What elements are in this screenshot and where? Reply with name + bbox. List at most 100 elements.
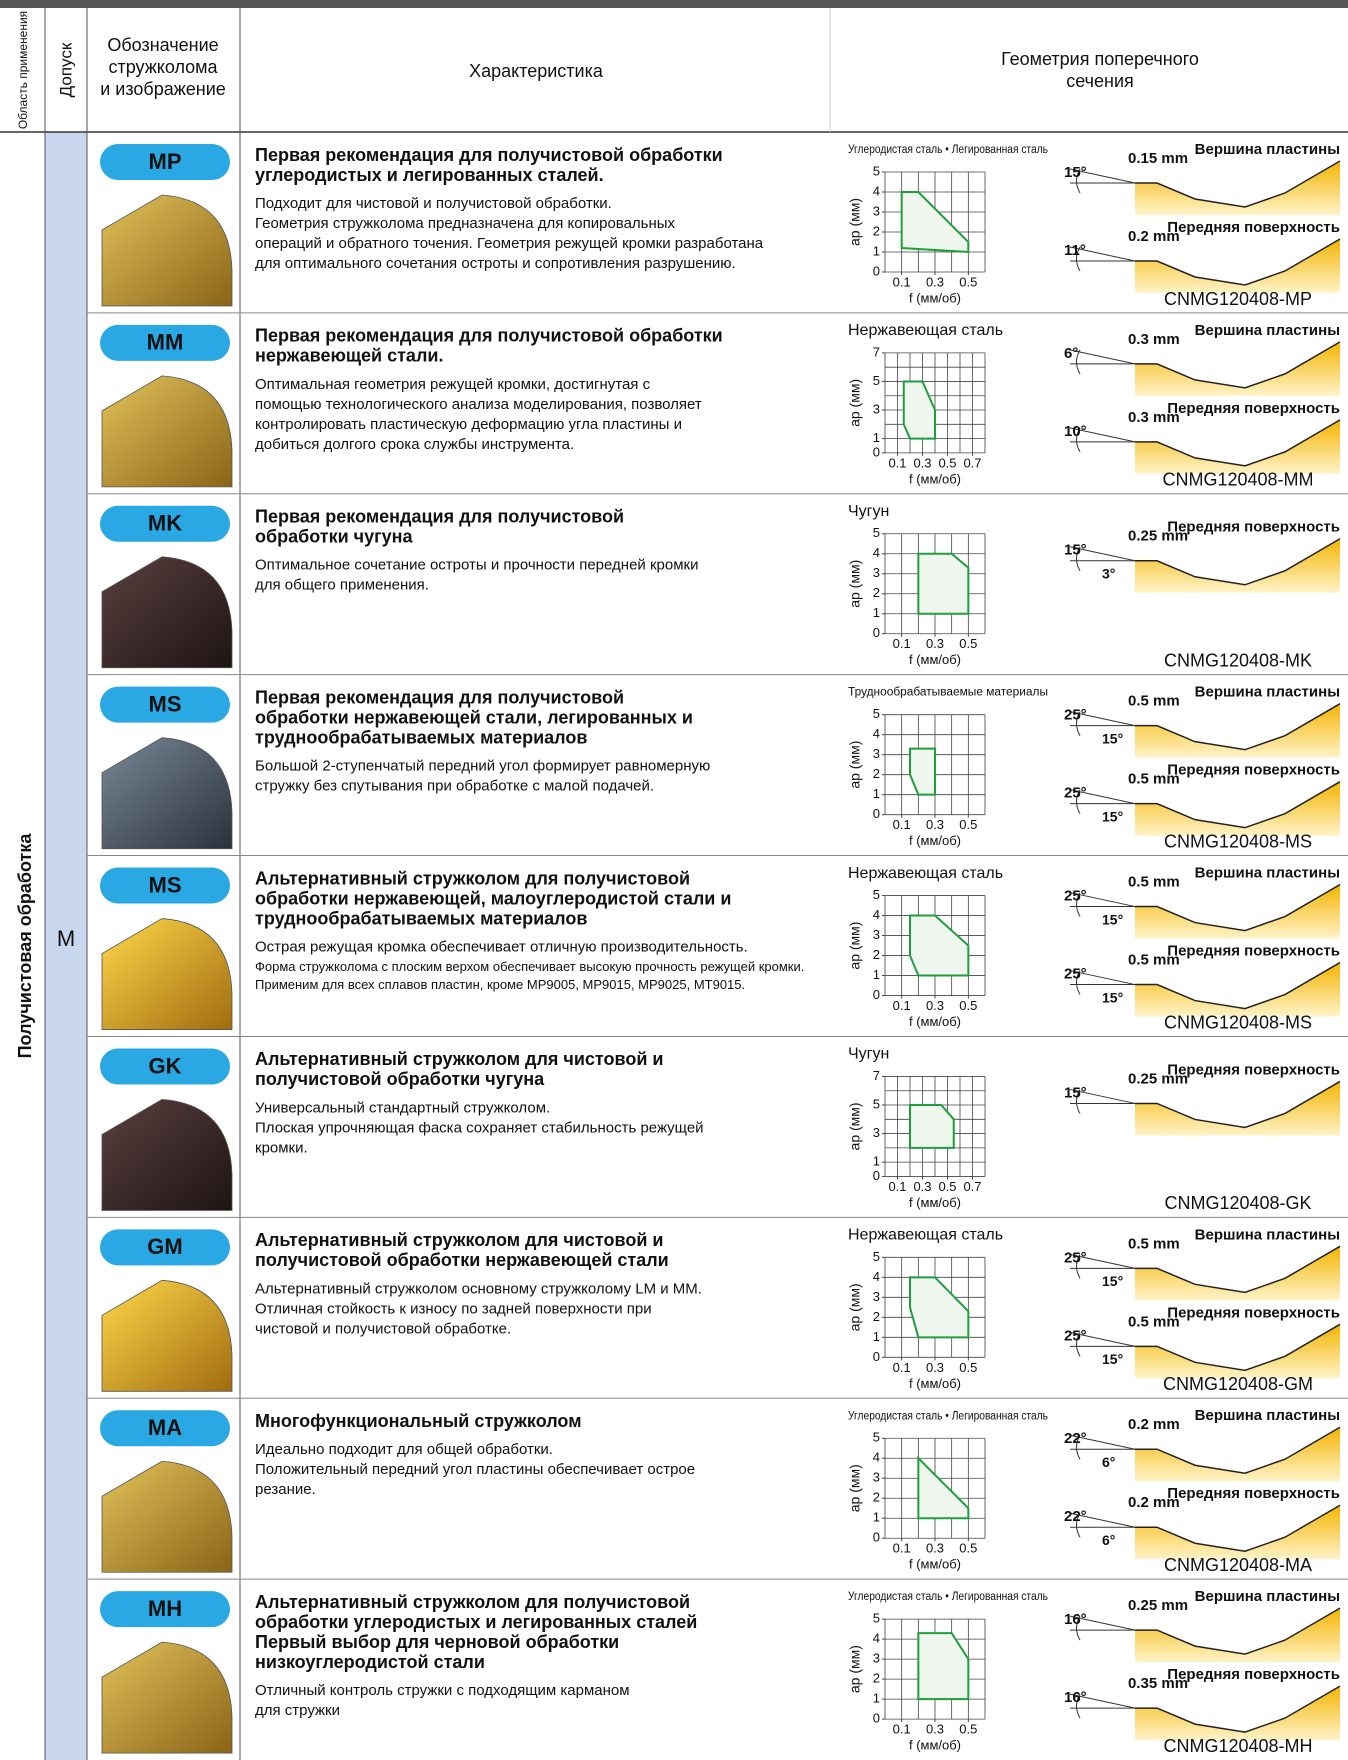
y-tick-label: 2 — [873, 947, 880, 962]
profile — [1135, 1608, 1340, 1663]
insert-image — [101, 1460, 233, 1573]
x-tick-label: 0.3 — [926, 274, 944, 289]
row-title: низкоуглеродистой стали — [255, 1652, 485, 1672]
part-number: CNMG120408-MA — [1164, 1555, 1312, 1575]
code-pill — [100, 686, 230, 723]
land-label: 0.2 mm — [1128, 228, 1180, 245]
chart-material: Углеродистая сталь • Легированная сталь — [848, 1591, 1048, 1603]
section-title: Вершина пластины — [1195, 1226, 1340, 1243]
y-axis-label: ap (мм) — [847, 560, 863, 608]
profile — [1135, 781, 1340, 836]
code-pill — [100, 144, 230, 180]
y-tick-label: 0 — [873, 1349, 880, 1364]
angle2-label: 6° — [1102, 1454, 1115, 1470]
chart-material: Углеродистая сталь • Легированная сталь — [848, 1410, 1048, 1422]
y-axis-label: ap (мм) — [847, 741, 863, 789]
y-tick-label: 7 — [873, 1068, 880, 1083]
angle-arc — [1076, 970, 1081, 995]
section-title: Вершина пластины — [1195, 684, 1340, 701]
land-label: 0.25 mm — [1128, 528, 1188, 545]
section-title: Передняя поверхность — [1167, 1061, 1340, 1078]
profile-edge — [1135, 1080, 1341, 1129]
x-tick-label: 0.7 — [963, 1179, 981, 1194]
x-axis-label: f (мм/об) — [909, 833, 961, 848]
angle-label: 22° — [1064, 1430, 1087, 1447]
profile-edge — [1135, 1607, 1341, 1655]
row-description: Идеально подходит для общей обработки. — [255, 1441, 553, 1458]
angle-arc — [1076, 892, 1081, 917]
x-axis-label: f (мм/об) — [909, 1195, 961, 1210]
insert-image — [101, 556, 233, 669]
angle-line — [1069, 349, 1136, 365]
code-pill — [100, 324, 230, 361]
angle-label: 10° — [1064, 423, 1087, 440]
profile-edge — [1135, 160, 1341, 208]
x-tick-label: 0.5 — [959, 1360, 977, 1375]
land-label: 0.5 mm — [1128, 952, 1180, 969]
section-title: Передняя поверхность — [1167, 1485, 1340, 1502]
y-tick-label: 4 — [873, 183, 880, 198]
code: MS — [149, 872, 182, 897]
row-title: углеродистых и легированных сталей. — [255, 165, 604, 185]
row-description: Положительный передний угол пластины обе… — [255, 1461, 695, 1478]
x-axis-label: f (мм/об) — [909, 471, 961, 486]
part-number: CNMG120408-MH — [1163, 1736, 1312, 1756]
y-tick-label: 3 — [873, 1470, 880, 1485]
y-tick-label: 5 — [873, 525, 880, 540]
land-label: 0.2 mm — [1128, 1494, 1180, 1511]
row-description: Острая режущая кромка обеспечивает отлич… — [255, 939, 748, 956]
angle-label: 11° — [1064, 242, 1086, 259]
y-tick-label: 0 — [873, 1530, 880, 1545]
x-tick-label: 0.1 — [893, 998, 911, 1013]
y-tick-label: 3 — [873, 203, 880, 218]
y-axis-label: ap (мм) — [847, 198, 863, 246]
y-tick-label: 3 — [873, 1125, 880, 1140]
header-designation: Обозначение — [107, 35, 218, 55]
header-tolerance: Допуск — [56, 42, 75, 97]
code: MH — [148, 1596, 182, 1621]
angle-line — [1069, 789, 1136, 805]
row-title: Альтернативный стружколом для получистов… — [255, 1592, 690, 1612]
code-pill — [100, 1229, 230, 1266]
row-title: обработки углеродистых и легированных ст… — [255, 1612, 697, 1632]
row-description: Большой 2-ступенчатый передний угол форм… — [255, 758, 710, 775]
y-tick-label: 4 — [873, 1450, 880, 1465]
angle-label: 15° — [1064, 1084, 1087, 1101]
profile — [1135, 703, 1340, 758]
y-tick-label: 1 — [873, 786, 880, 801]
y-tick-label: 3 — [873, 927, 880, 942]
part-number: CNMG120408-MM — [1162, 470, 1313, 490]
section-title: Вершина пластины — [1195, 865, 1340, 882]
y-axis-label: ap (мм) — [847, 1102, 863, 1150]
y-tick-label: 0 — [873, 1168, 880, 1183]
row-title: Альтернативный стружколом для чистовой и — [255, 1049, 663, 1069]
code-pill — [100, 1410, 230, 1447]
row-description: для оптимального сочетания остроты и соп… — [255, 255, 736, 272]
row-description: кромки. — [255, 1139, 308, 1156]
angle-arc — [1076, 789, 1081, 814]
profile-edge — [1135, 1323, 1341, 1372]
y-tick-label: 5 — [873, 1096, 880, 1111]
profile-edge — [1135, 1245, 1341, 1294]
y-tick-label: 2 — [873, 766, 880, 781]
angle-line — [1069, 1331, 1136, 1347]
profile — [1135, 538, 1340, 593]
row-description: операций и обратного точения. Геометрия … — [255, 235, 764, 252]
angle-arc — [1076, 1512, 1081, 1538]
part-number: CNMG120408-GK — [1164, 1193, 1311, 1213]
section-title: Передняя поверхность — [1167, 1304, 1340, 1321]
chart-material: Чугун — [848, 1046, 889, 1063]
x-tick-label: 0.5 — [959, 817, 977, 832]
profile — [1135, 884, 1340, 939]
y-axis-label: ap (мм) — [847, 1464, 863, 1512]
y-tick-label: 3 — [873, 746, 880, 761]
row-title: Первая рекомендация для получистовой — [255, 687, 624, 707]
angle-label: 15° — [1064, 542, 1087, 559]
angle-label: 16° — [1064, 1611, 1087, 1628]
row-title: нержавеющей стали. — [255, 346, 443, 366]
profile — [1135, 161, 1340, 215]
y-tick-label: 3 — [873, 1651, 880, 1666]
angle-arc — [1076, 1254, 1081, 1279]
insert-image — [101, 1099, 233, 1211]
y-axis-label: ap (мм) — [847, 1645, 863, 1693]
